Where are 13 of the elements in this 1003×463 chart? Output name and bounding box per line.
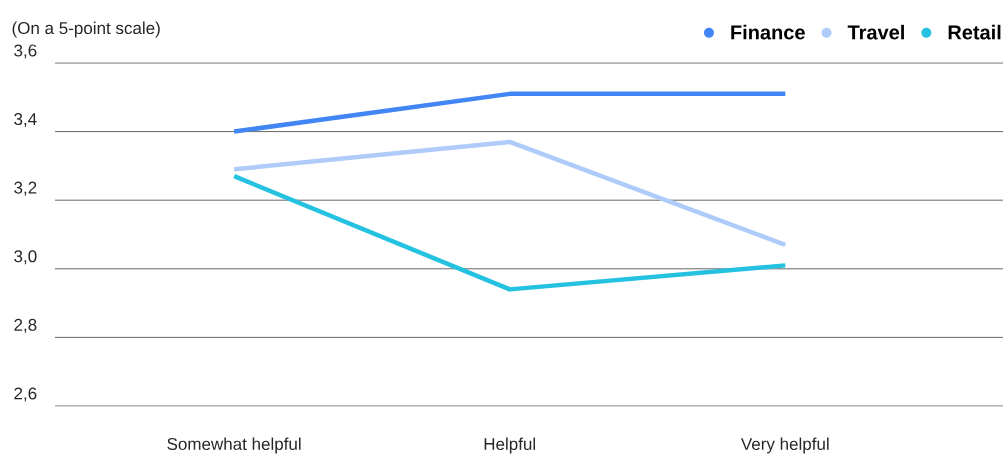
x-tick-label: Very helpful — [740, 437, 829, 454]
y-tick-label: 3,6 — [14, 44, 37, 59]
legend-label: Retail — [948, 24, 1001, 40]
y-tick-label: 2,8 — [14, 318, 37, 333]
legend-label: Travel — [847, 24, 904, 40]
legend-label: Finance — [731, 24, 805, 40]
y-tick-label: 3,0 — [14, 250, 37, 265]
y-tick-label: 2,6 — [14, 387, 37, 402]
x-tick-label: Somewhat helpful — [167, 437, 301, 454]
y-tick-label: 3,2 — [14, 181, 37, 196]
y-tick-label: 3,4 — [14, 113, 37, 128]
y-axis-title: (On a 5-point scale) — [12, 21, 160, 38]
x-tick-label: Helpful — [484, 437, 536, 454]
